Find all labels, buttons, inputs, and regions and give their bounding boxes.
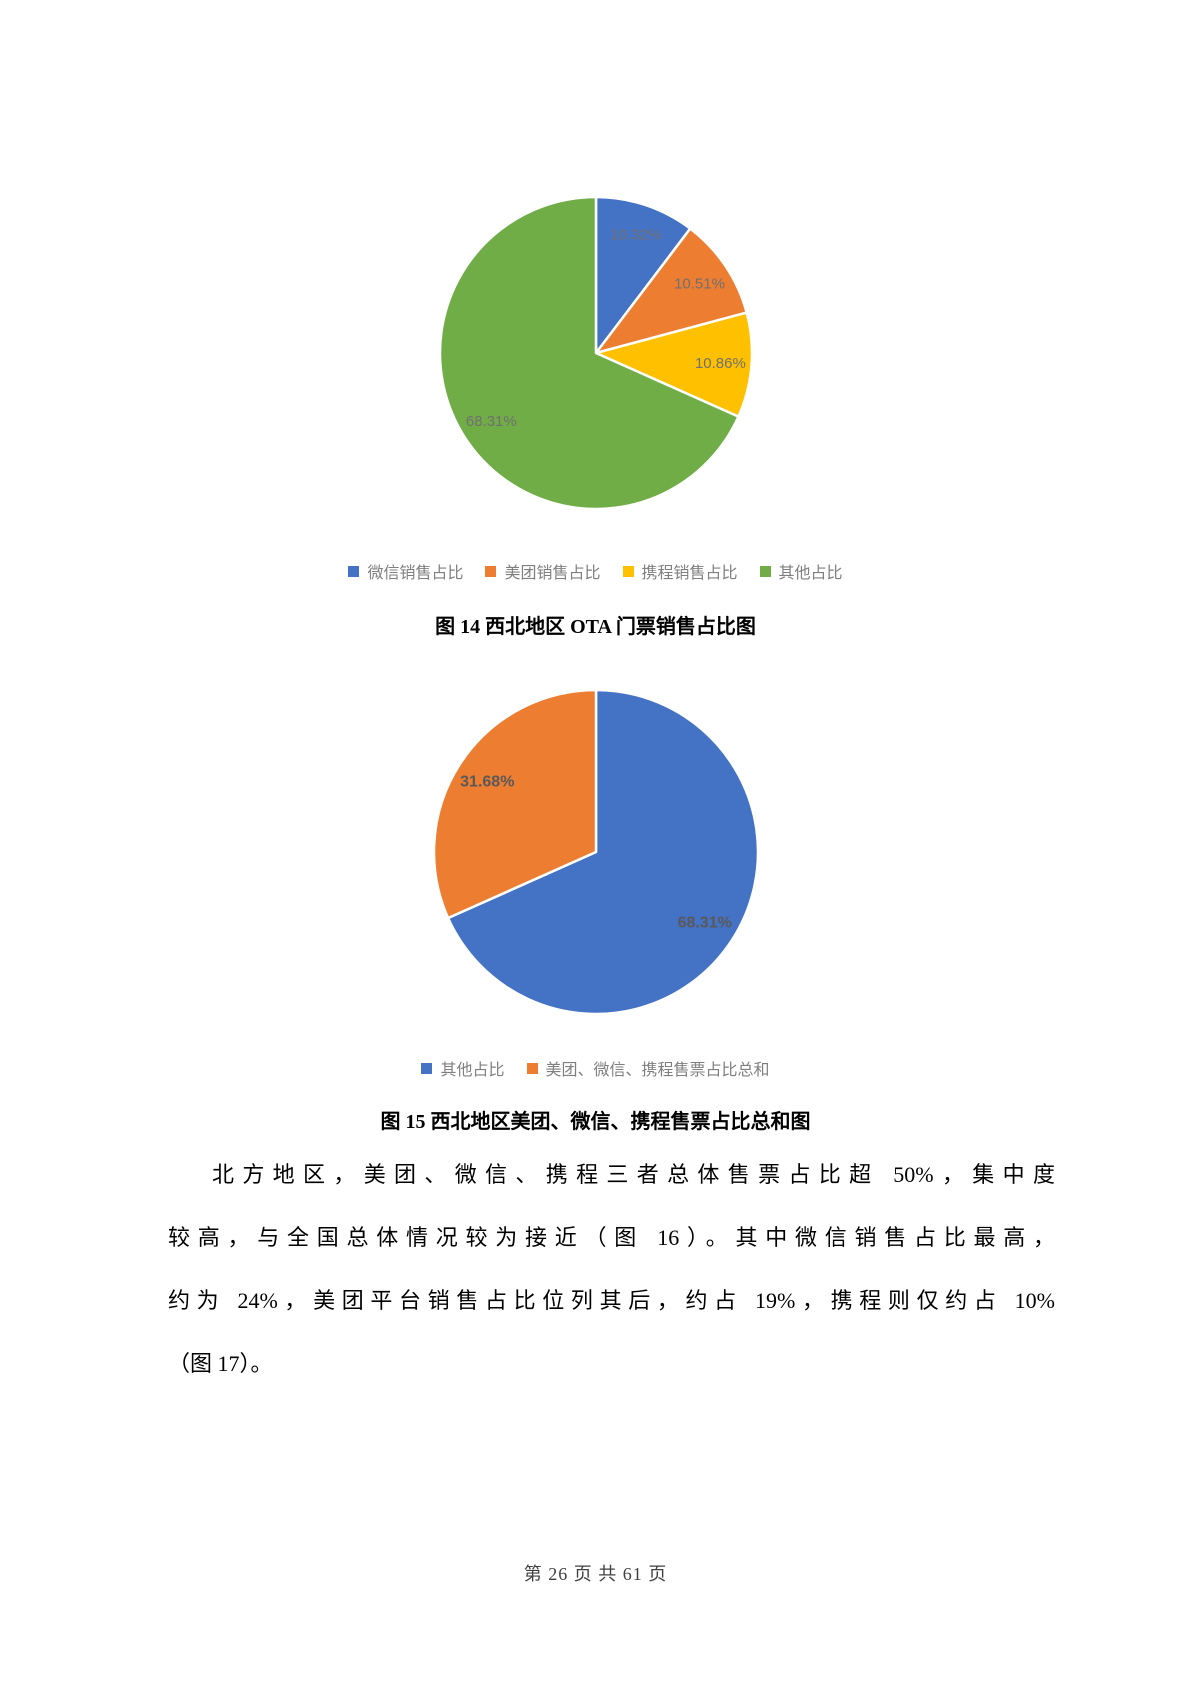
paragraph-line: 较高，与全国总体情况较为接近（图 16）。其中微信销售占比最高， <box>168 1225 1055 1250</box>
legend-label: 携程销售占比 <box>641 565 738 582</box>
legend-swatch-icon <box>526 1062 538 1074</box>
legend-item: 微信销售占比 <box>348 559 463 583</box>
body-paragraph: 北方地区，美团、微信、携程三者总体售票占比超 50%，集中度 较高，与全国总体情… <box>168 1143 1055 1395</box>
legend-swatch-icon <box>759 565 771 577</box>
legend-item: 其他占比 <box>421 1056 505 1080</box>
legend-label: 微信销售占比 <box>367 565 464 582</box>
paragraph-line: 约为 24%，美团平台销售占比位列其后，约占 19%，携程则仅约占 10% <box>168 1288 1055 1313</box>
pie-data-label: 10.86% <box>695 355 746 372</box>
pie-data-label: 10.51% <box>674 275 725 292</box>
pie-chart-fig14: 10.32% 10.51% 10.86% 68.31% <box>438 195 754 511</box>
legend-swatch-icon <box>485 565 497 577</box>
chart-legend-fig15: 其他占比 美团、微信、携程售票占比总和 <box>0 1056 1191 1080</box>
legend-swatch-icon <box>348 565 360 577</box>
pie-data-label: 68.31% <box>678 915 732 932</box>
legend-label: 其他占比 <box>778 565 843 582</box>
legend-label: 美团、微信、携程售票占比总和 <box>545 1062 770 1079</box>
pie-data-label: 10.32% <box>610 227 661 244</box>
legend-item: 其他占比 <box>759 559 843 583</box>
legend-item: 美团、微信、携程售票占比总和 <box>526 1056 770 1080</box>
pie-slice-2 <box>594 311 754 418</box>
legend-label: 其他占比 <box>440 1062 505 1079</box>
pie-data-label: 68.31% <box>466 413 517 430</box>
pie-chart-fig15: 68.31% 31.68% <box>432 688 760 1016</box>
paragraph-line: （图 17）。 <box>168 1351 273 1376</box>
pie-data-label: 31.68% <box>460 774 514 791</box>
pie-slice-0 <box>446 688 760 1016</box>
legend-swatch-icon <box>421 1062 433 1074</box>
pie-slice-1 <box>432 688 598 920</box>
figure-caption-14: 图 14 西北地区 OTA 门票销售占比图 <box>435 616 756 638</box>
legend-swatch-icon <box>622 565 634 577</box>
paragraph-line: 北方地区，美团、微信、携程三者总体售票占比超 50%，集中度 <box>212 1162 1055 1187</box>
figure-caption-15: 图 15 西北地区美团、微信、携程售票占比总和图 <box>380 1111 811 1133</box>
legend-item: 携程销售占比 <box>622 559 738 583</box>
chart-legend-fig14: 微信销售占比 美团销售占比 携程销售占比 其他占比 <box>0 559 1191 583</box>
legend-item: 美团销售占比 <box>485 559 601 583</box>
legend-label: 美团销售占比 <box>504 565 601 582</box>
pie-slice-3 <box>438 195 740 511</box>
page-number-footer: 第 26 页 共 61 页 <box>523 1564 668 1584</box>
pie-slice-0 <box>594 195 692 355</box>
